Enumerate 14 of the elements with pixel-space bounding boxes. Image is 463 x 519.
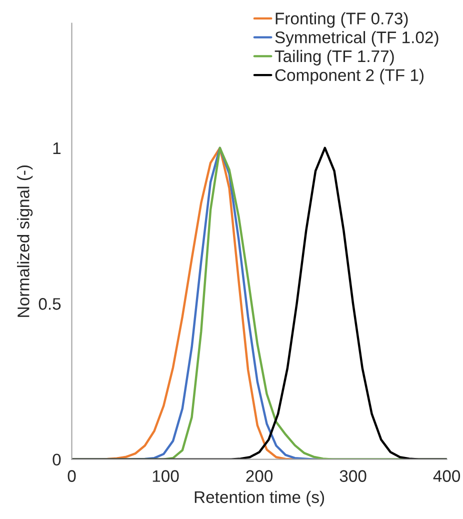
- y-tick-label: 1: [53, 142, 61, 154]
- y-tick-label: 0.5: [38, 298, 61, 310]
- x-tick-label: 300: [340, 470, 366, 482]
- legend-label: Fronting (TF 0.73): [276, 12, 408, 28]
- x-tick-label: 0: [68, 470, 76, 482]
- y-tick-label: 0: [52, 454, 61, 466]
- legend-label: Symmetrical (TF 1.02): [275, 31, 438, 47]
- x-axis-title: Retention time (s): [194, 490, 324, 506]
- legend-label: Tailing (TF 1.77): [274, 50, 394, 66]
- x-tick-label: 400: [433, 470, 460, 482]
- y-axis-title: Normalized signal (-): [17, 165, 33, 317]
- x-tick-label: 200: [246, 470, 273, 482]
- legend-label: Component 2 (TF 1): [275, 68, 424, 84]
- x-tick-label: 100: [152, 470, 179, 482]
